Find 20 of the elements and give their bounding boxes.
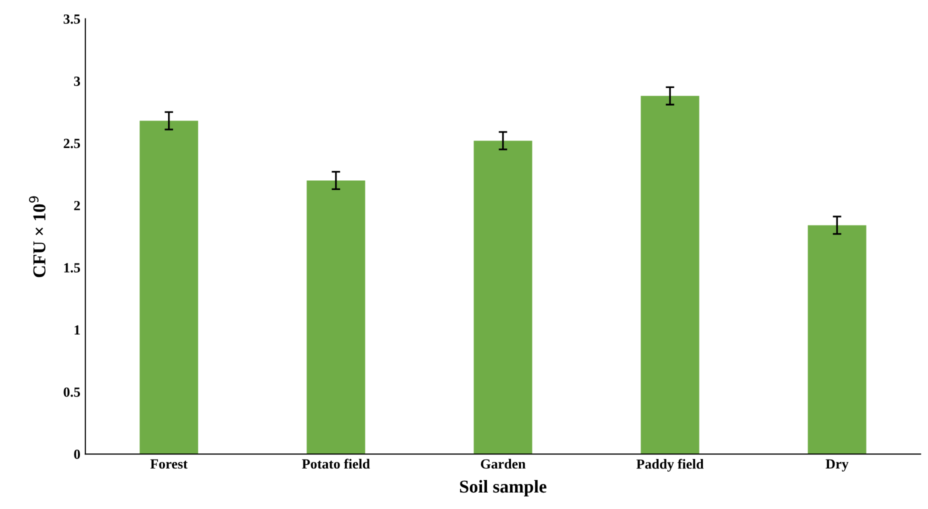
x-tick-label: Paddy field <box>636 458 704 472</box>
x-tick-label: Forest <box>150 459 188 469</box>
y-tick-label: 3.5 <box>64 14 80 24</box>
x-tick-label: Garden <box>480 458 526 469</box>
y-tick-label: 2.5 <box>64 138 80 148</box>
x-tick-label: Potato field <box>302 458 370 469</box>
bar <box>640 96 700 454</box>
y-tick-label: 2 <box>74 200 80 210</box>
y-tick-label: 1 <box>74 325 80 335</box>
bar <box>808 225 866 454</box>
y-tick-label: 0 <box>74 450 80 459</box>
y-axis-title: CFU × 10$^{9}$ <box>28 196 46 278</box>
x-tick-label: Dry <box>826 459 848 472</box>
bar <box>140 120 198 454</box>
y-tick-label: 0.5 <box>64 387 80 397</box>
y-tick-label: 1.5 <box>64 263 80 273</box>
y-tick-label: 3 <box>74 76 80 86</box>
x-axis-title: Soil sample <box>460 480 546 496</box>
bar <box>474 140 532 454</box>
bar <box>306 180 366 454</box>
